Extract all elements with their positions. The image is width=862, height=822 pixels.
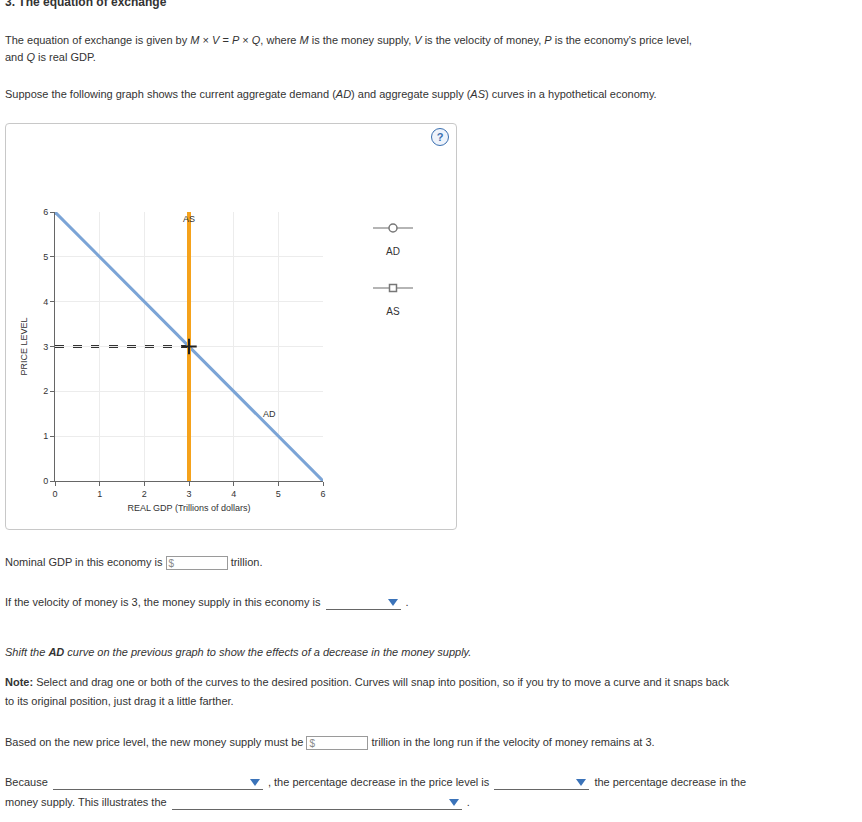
svg-text:REAL GDP (Trillions of dollars: REAL GDP (Trillions of dollars)	[127, 503, 250, 513]
html-text:money supply. This illustrates: money supply. This illustrates the	[5, 796, 170, 808]
html-text:, the percentage decrease in t: , the percentage decrease in the price l…	[264, 776, 493, 788]
html-text:If the velocity of money is 3,: If the velocity of money is 3, the money…	[5, 596, 324, 608]
svg-text:1: 1	[97, 489, 102, 499]
svg-text:0: 0	[43, 476, 48, 486]
html-text:the percentage decrease in the: the percentage decrease in the	[591, 776, 747, 788]
svg-text:0: 0	[52, 489, 57, 499]
html-text:trillion in the long run if th: trillion in the long run if the velocity…	[368, 736, 655, 748]
svg-text:PRICE LEVEL: PRICE LEVEL	[19, 317, 29, 375]
html-text:Note: Select and drag one or b: Note: Select and drag one or both of the…	[5, 676, 729, 688]
svg-text:AS: AS	[183, 214, 195, 224]
html-text:AS: AS	[386, 306, 400, 317]
svg-text:4: 4	[43, 297, 48, 307]
html-text:Based on the new price level,: Based on the new price level, the new mo…	[5, 736, 315, 750]
html-text:Nominal GDP in this economy is: Nominal GDP in this economy is $	[5, 556, 175, 570]
html-text:to its original position, just: to its original position, just drag it a…	[5, 695, 234, 707]
svg-text:2: 2	[142, 489, 147, 499]
svg-text:5: 5	[276, 489, 281, 499]
svg-text:1: 1	[43, 431, 48, 441]
html-text:and Q is real GDP.: and Q is real GDP.	[5, 51, 96, 63]
svg-text:5: 5	[43, 252, 48, 262]
svg-text:3: 3	[43, 342, 48, 352]
html-text:Because: Because	[5, 776, 51, 788]
html-text:trillion.: trillion.	[227, 556, 263, 568]
svg-text:6: 6	[320, 489, 325, 499]
html-text:Suppose the following graph sh: Suppose the following graph shows the cu…	[5, 88, 657, 100]
html-text:The equation of exchange is gi: The equation of exchange is given by M ×…	[5, 34, 692, 46]
html-text:Shift the AD curve on the prev: Shift the AD curve on the previous graph…	[5, 646, 472, 658]
svg-text:AD: AD	[263, 409, 276, 419]
html-text:AD: AD	[386, 246, 400, 257]
svg-text:2: 2	[43, 386, 48, 396]
svg-text:6: 6	[43, 207, 48, 217]
svg-text:3: 3	[186, 489, 191, 499]
svg-text:4: 4	[231, 489, 236, 499]
